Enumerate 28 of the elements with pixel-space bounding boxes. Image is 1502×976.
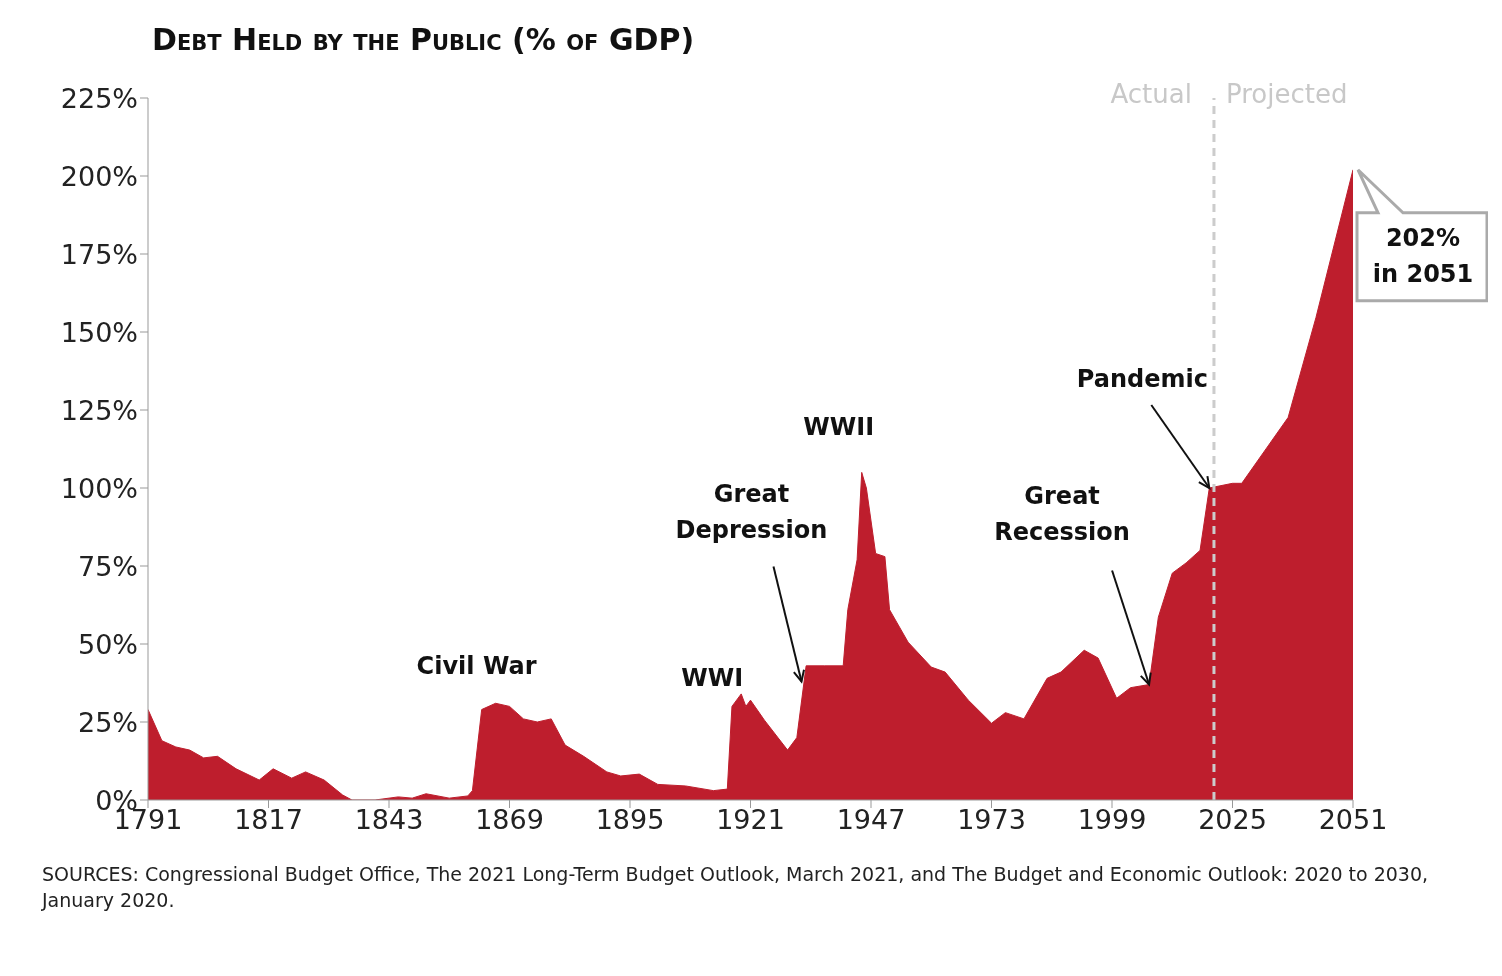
x-tick-label: 1999 (1077, 804, 1147, 836)
y-tick-label: 175% (60, 238, 138, 270)
x-tick-label: 1895 (595, 804, 665, 836)
y-tick-label: 50% (77, 628, 138, 660)
y-tick-label: 200% (60, 160, 138, 192)
y-tick-label: 150% (60, 316, 138, 348)
source-note: SOURCES: Congressional Budget Office, The 2021 Long-Term Budget Outlook, March 2021, and The Budget and Economic Outlook: 2020 to 2030, January 2020. (42, 862, 1430, 913)
annotation: Great Recession (994, 481, 1130, 546)
x-tick-label: 1843 (354, 804, 424, 836)
annotation: 202% in 2051 (1372, 223, 1474, 288)
x-tick-label: 1817 (234, 804, 303, 836)
chart-title: Debt Held by the Public (% of GDP) (151, 21, 696, 59)
annotation: Pandemic (1076, 365, 1208, 393)
x-tick-label: 1973 (957, 804, 1026, 836)
y-tick-label: 75% (77, 550, 138, 582)
annotation: WWI (681, 663, 744, 692)
annotation: Great Depression (675, 480, 828, 545)
x-tick-label: 1869 (475, 804, 544, 836)
y-tick-label: 100% (60, 472, 138, 504)
x-tick-label: 1921 (716, 804, 785, 836)
y-tick-label: 125% (60, 394, 138, 426)
y-tick-label: 225% (60, 82, 138, 114)
x-tick-label: 2025 (1198, 804, 1267, 836)
y-tick-label: 25% (77, 706, 138, 738)
x-tick-label: 1947 (836, 804, 906, 836)
annotation: WWII (803, 413, 875, 442)
x-tick-label: 2051 (1318, 804, 1388, 836)
annotation: Civil War (416, 652, 537, 681)
